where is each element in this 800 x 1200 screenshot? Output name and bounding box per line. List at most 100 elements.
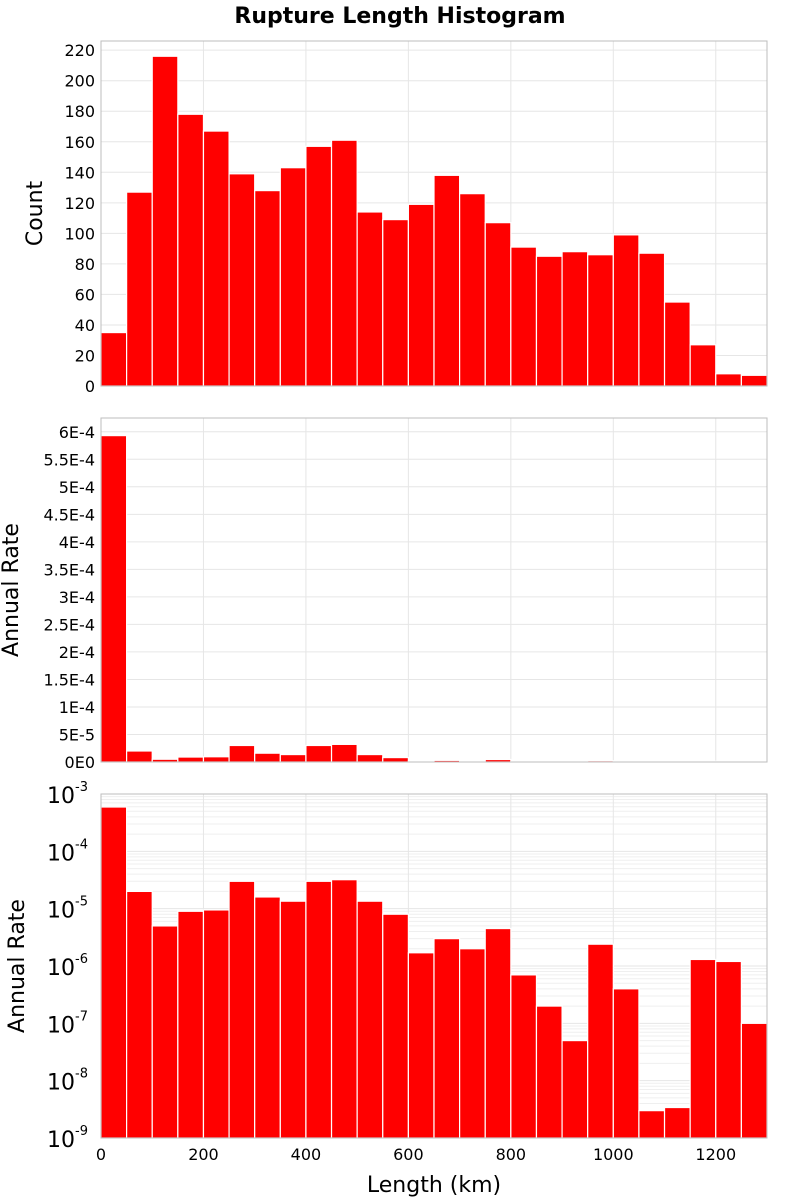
bar-1-12 — [382, 219, 409, 387]
bar-2-1 — [100, 435, 128, 763]
bar-3-21 — [612, 988, 640, 1139]
y-tick-label: 10-4 — [47, 837, 88, 866]
y-tick-label: 160 — [64, 133, 95, 152]
bar-2-4 — [177, 756, 205, 763]
panel-3: 10-9 10-8 10-7 10-6 10-5 10-4 10-3 Annual Rate 0… — [5, 780, 768, 1198]
y-tick-label: 20 — [75, 346, 95, 365]
y-tick-label: 60 — [75, 285, 95, 304]
y-tick-label: 40 — [75, 316, 95, 335]
bar-2-2 — [126, 750, 153, 763]
bar-3-10 — [330, 879, 358, 1139]
bar-1-9 — [305, 145, 333, 387]
y-tick-label: 5E-5 — [59, 725, 95, 744]
y-axis-label: Annual Rate — [0, 523, 24, 657]
y-tick-label: 100 — [64, 224, 95, 243]
bar-1-5 — [202, 130, 230, 387]
x-axis-label: Length (km) — [367, 1173, 501, 1198]
bar-3-19 — [561, 1039, 589, 1139]
bar-1-22 — [638, 252, 666, 387]
y-tick-label: 10-6 — [47, 952, 88, 981]
bar-3-2 — [126, 890, 153, 1139]
y-axis-label: Annual Rate — [5, 899, 30, 1033]
bar-3-23 — [663, 1106, 691, 1139]
bar-1-1 — [100, 331, 128, 387]
bar-2-5 — [202, 756, 230, 763]
y-tick-label: 220 — [64, 41, 95, 60]
bar-1-7 — [254, 190, 281, 387]
panel-1: 0 20 40 60 80 100 120 140 160 180 200 220 Count — [23, 40, 768, 396]
plot-frame — [100, 417, 768, 763]
x-tick-label: 800 — [496, 1145, 527, 1164]
bar-1-17 — [510, 246, 538, 387]
x-tick-label: 1200 — [695, 1145, 736, 1164]
y-tick-label: 1E-4 — [59, 698, 95, 717]
bar-2-10 — [330, 743, 358, 763]
bar-1-10 — [330, 139, 358, 387]
bar-2-8 — [279, 753, 307, 763]
y-tick-label: 120 — [64, 194, 95, 213]
bar-1-15 — [459, 193, 486, 387]
bar-1-6 — [228, 173, 256, 387]
bar-1-21 — [612, 234, 640, 387]
bar-1-23 — [663, 301, 691, 387]
bar-3-22 — [638, 1110, 666, 1139]
bar-3-5 — [202, 909, 230, 1139]
bar-1-8 — [279, 167, 307, 387]
bar-1-16 — [484, 222, 512, 387]
y-tick-label: 10-9 — [47, 1124, 88, 1153]
bar-3-18 — [535, 1005, 563, 1139]
plot-frame — [100, 40, 768, 387]
panel-2: 0E0 5E-5 1E-4 1.5E-4 2E-4 2.5E-4 3E-4 3.5E-4 4E-… — [0, 417, 768, 772]
y-tick-label: 200 — [64, 72, 95, 91]
y-tick-label: 6E-4 — [59, 423, 95, 442]
chart-title: Rupture Length Histogram — [234, 4, 565, 29]
bar-3-6 — [228, 880, 256, 1139]
bar-3-25 — [715, 960, 742, 1139]
bar-1-26 — [740, 374, 768, 387]
bar-3-11 — [356, 900, 384, 1139]
x-tick-label: 200 — [188, 1145, 219, 1164]
bar-2-6 — [228, 744, 256, 763]
bar-2-9 — [305, 744, 333, 763]
bar-3-1 — [100, 806, 128, 1139]
bar-3-8 — [279, 900, 307, 1139]
bar-3-9 — [305, 880, 333, 1139]
y-tick-label: 3E-4 — [59, 588, 95, 607]
y-tick-label: 0 — [85, 377, 95, 396]
bar-1-2 — [126, 191, 153, 387]
y-tick-label: 80 — [75, 255, 95, 274]
y-tick-label: 5.5E-4 — [43, 450, 95, 469]
y-tick-label: 4.5E-4 — [43, 505, 95, 524]
bar-1-3 — [151, 55, 179, 387]
x-tick-label: 1000 — [593, 1145, 634, 1164]
y-tick-label: 5E-4 — [59, 478, 95, 497]
x-tick-label: 400 — [291, 1145, 322, 1164]
bar-1-4 — [177, 113, 205, 387]
y-tick-label: 140 — [64, 163, 95, 182]
bar-1-25 — [715, 373, 742, 387]
bar-1-11 — [356, 211, 384, 387]
bar-3-3 — [151, 925, 179, 1139]
bar-1-19 — [561, 251, 589, 387]
bar-3-17 — [510, 974, 538, 1139]
bar-3-16 — [484, 927, 512, 1139]
bar-3-13 — [407, 952, 435, 1139]
bar-1-14 — [433, 174, 461, 387]
bar-3-14 — [433, 938, 461, 1139]
bar-1-20 — [587, 254, 614, 387]
bar-1-18 — [535, 255, 563, 387]
y-tick-label: 10-8 — [47, 1067, 88, 1096]
bar-3-12 — [382, 913, 409, 1139]
bar-3-26 — [740, 1022, 768, 1139]
x-tick-label: 0 — [96, 1145, 106, 1164]
y-tick-label: 2E-4 — [59, 643, 95, 662]
y-tick-label: 1.5E-4 — [43, 670, 95, 689]
y-axis-label: Count — [23, 180, 48, 246]
bar-2-11 — [356, 753, 384, 763]
bar-3-4 — [177, 910, 205, 1139]
plot-frame — [100, 793, 768, 1139]
y-tick-label: 10-7 — [47, 1009, 88, 1038]
bar-2-12 — [382, 756, 409, 763]
